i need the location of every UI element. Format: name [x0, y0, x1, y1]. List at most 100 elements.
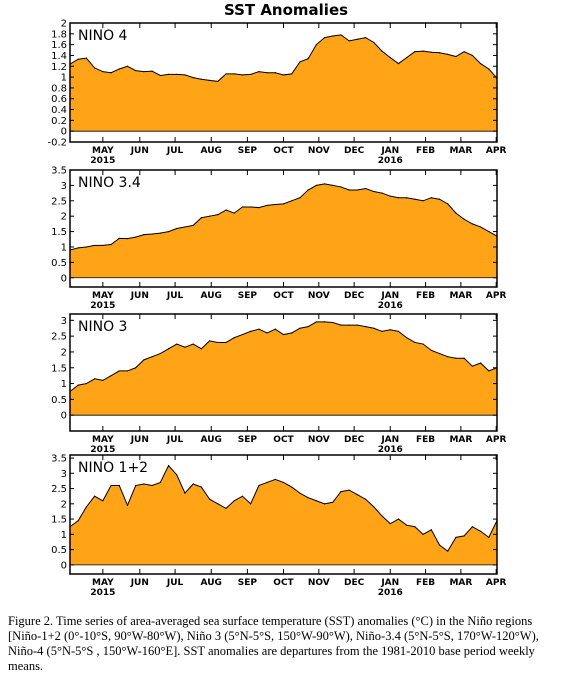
data-point [225, 209, 227, 211]
data-point [94, 378, 96, 380]
month-label: DEC [344, 435, 365, 445]
y-tick-label: 0.8 [51, 83, 67, 94]
data-point [110, 243, 112, 246]
data-point [381, 192, 383, 194]
data-point [135, 236, 137, 238]
data-point [397, 197, 400, 199]
y-tick-label: 2 [61, 212, 67, 223]
data-point [406, 197, 408, 199]
data-point [389, 523, 391, 525]
data-point [422, 200, 424, 202]
data-point [447, 356, 449, 358]
data-point [455, 536, 457, 538]
month-label: MAY [92, 146, 114, 156]
y-tick-label: 2.5 [51, 484, 67, 495]
data-point [192, 224, 194, 227]
month-label: MAR [449, 291, 472, 301]
data-point [225, 73, 227, 75]
y-tick-label: 2 [61, 19, 67, 30]
data-point [85, 57, 88, 59]
data-point [315, 44, 317, 46]
data-point [233, 500, 235, 502]
data-point [184, 346, 186, 348]
month-label: AUG [201, 435, 222, 445]
data-point [225, 507, 227, 509]
month-label: FEB [416, 435, 435, 445]
data-point [291, 200, 293, 202]
data-point [126, 238, 129, 240]
y-tick-label: 2.5 [51, 332, 67, 343]
data-point [340, 491, 342, 493]
data-point [167, 348, 170, 350]
data-point [365, 326, 367, 328]
data-point [184, 492, 186, 494]
data-point [323, 503, 326, 505]
data-point [332, 501, 334, 503]
data-point [209, 498, 211, 500]
data-point [307, 497, 309, 499]
data-point [447, 203, 449, 205]
y-tick-label: 2 [61, 347, 67, 358]
data-point [143, 71, 145, 73]
sst-anomalies-figure: SST Anomalies -0.200.20.40.60.811.21.41.… [47, 1, 506, 598]
data-point [217, 80, 219, 83]
y-tick-label: 1 [61, 379, 67, 390]
data-point [430, 197, 432, 199]
data-point [348, 189, 350, 191]
figure-caption: Figure 2. Time series of area-averaged s… [8, 614, 539, 673]
data-point [151, 484, 153, 487]
y-tick-label: 1.4 [51, 51, 67, 62]
data-point [225, 341, 227, 344]
month-label: JUL [166, 578, 184, 588]
data-point [414, 198, 416, 200]
data-point [143, 234, 145, 236]
data-point [110, 484, 112, 487]
data-point [200, 78, 202, 80]
month-label: DEC [344, 146, 365, 156]
data-point [348, 40, 350, 42]
month-label: MAY [92, 435, 114, 445]
data-point [356, 324, 358, 326]
data-point [373, 327, 375, 329]
data-point [274, 328, 276, 330]
data-point [438, 352, 441, 355]
data-point [184, 226, 186, 228]
data-point [463, 218, 465, 220]
data-point [430, 51, 432, 53]
data-point [471, 223, 473, 225]
data-point [365, 498, 367, 500]
data-point [118, 237, 120, 239]
data-point [340, 34, 342, 36]
data-point [102, 71, 104, 73]
data-point [209, 215, 211, 217]
data-point [250, 503, 252, 505]
month-label: OCT [273, 435, 294, 445]
month-label: FEB [416, 578, 435, 588]
data-point [102, 379, 104, 382]
data-point [455, 212, 457, 214]
data-point [323, 321, 326, 323]
data-point [274, 203, 276, 206]
y-tick-label: 0.2 [51, 116, 67, 127]
data-point [167, 230, 170, 233]
data-point [315, 184, 317, 186]
data-point [291, 332, 293, 334]
y-tick-label: 0.5 [51, 258, 67, 269]
data-point [143, 483, 145, 485]
data-point [356, 38, 358, 40]
data-point [241, 74, 244, 76]
data-point [209, 340, 211, 342]
data-point [389, 57, 391, 59]
data-point [77, 384, 79, 386]
data-point [282, 333, 285, 336]
y-tick-label: 1 [61, 73, 67, 84]
data-point [438, 544, 441, 546]
data-point [159, 74, 161, 77]
data-point [217, 503, 219, 505]
data-point [200, 348, 202, 350]
y-tick-label: 1 [61, 530, 67, 541]
data-point [365, 187, 367, 190]
region-label: NINO 3 [78, 319, 127, 335]
year-label: 2016 [378, 588, 403, 598]
